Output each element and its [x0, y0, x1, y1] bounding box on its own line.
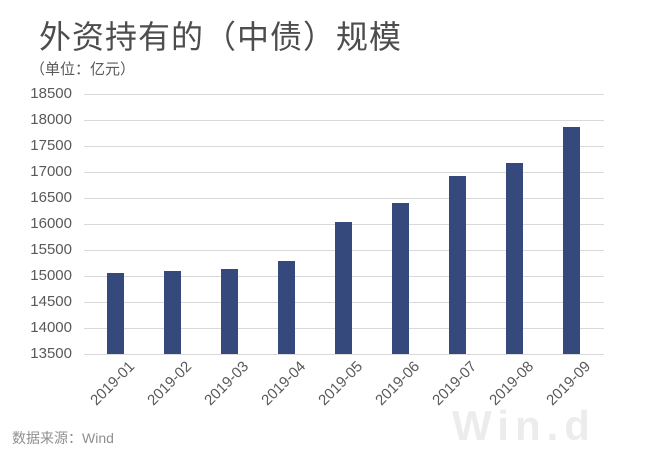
y-axis-tick-label: 15000 [30, 267, 72, 284]
y-axis-tick-label: 17500 [30, 137, 72, 154]
x-axis-tick-label: 2019-09 [543, 358, 595, 409]
x-axis-tick-label: 2019-02 [144, 358, 196, 409]
bar-2019-01 [107, 273, 124, 354]
bar-2019-09 [563, 127, 580, 354]
chart-unit-label: （单位：亿元） [30, 61, 136, 78]
y-axis-tick-label: 16500 [30, 189, 72, 206]
gridline [84, 197, 604, 199]
bar-2019-02 [164, 270, 181, 354]
x-axis-tick-label: 2019-04 [258, 358, 310, 409]
gridline [84, 145, 604, 147]
gridline [84, 171, 604, 173]
y-axis-tick-label: 16000 [30, 215, 72, 232]
gridline [84, 353, 604, 355]
bar-2019-03 [221, 269, 238, 354]
x-axis-tick-label: 2019-08 [486, 358, 538, 409]
y-axis-tick-label: 14500 [30, 293, 72, 310]
chart-title: 外资持有的（中债）规模 [39, 19, 403, 55]
bar-2019-07 [449, 176, 466, 354]
gridline [84, 119, 604, 121]
data-source-label: 数据来源：Wind [12, 430, 114, 446]
y-axis-tick-label: 14000 [30, 319, 72, 336]
bar-2019-06 [392, 203, 409, 354]
wind-watermark: Win.d [452, 402, 596, 449]
y-axis-tick-label: 13500 [30, 345, 72, 362]
y-axis-tick-label: 15500 [30, 241, 72, 258]
bar-2019-08 [506, 162, 523, 354]
y-axis-tick-label: 17000 [30, 163, 72, 180]
x-axis-tick-label: 2019-01 [87, 358, 139, 409]
bar-2019-04 [278, 261, 295, 354]
x-axis-tick-label: 2019-05 [315, 358, 367, 409]
bar-2019-05 [335, 221, 352, 354]
x-axis-tick-label: 2019-03 [201, 358, 253, 409]
x-axis-tick-label: 2019-07 [429, 358, 481, 409]
gridline [84, 93, 604, 95]
y-axis-tick-label: 18500 [30, 85, 72, 102]
y-axis-tick-label: 18000 [30, 111, 72, 128]
x-axis-tick-label: 2019-06 [372, 358, 424, 409]
